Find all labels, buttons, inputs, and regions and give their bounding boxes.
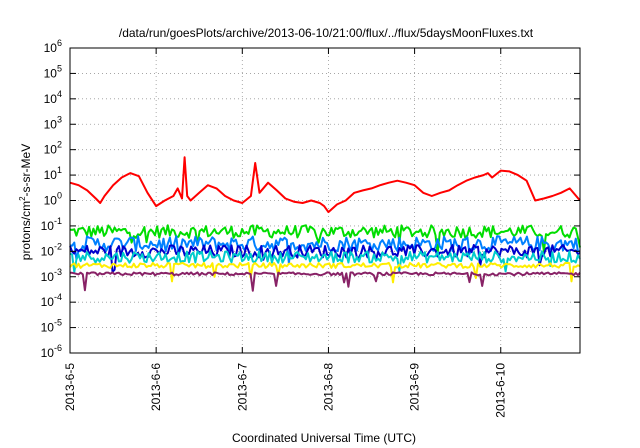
x-tick-label: 2013-6-8 xyxy=(321,363,335,411)
x-tick-label: 2013-6-6 xyxy=(149,363,163,411)
y-tick-label: 102 xyxy=(44,140,62,157)
y-axis-label-tail: -s-sr-MeV xyxy=(19,144,33,197)
x-tick-label: 2013-6-5 xyxy=(63,363,77,411)
series-group xyxy=(69,156,581,292)
y-tick-label: 10-1 xyxy=(41,216,62,233)
y-tick-label: 101 xyxy=(44,165,62,182)
y-tick-label: 10-2 xyxy=(41,241,62,258)
y-tick-label: 10-5 xyxy=(41,318,62,335)
y-tick-label: 105 xyxy=(44,63,62,80)
y-tick-label: 103 xyxy=(44,114,62,131)
grid xyxy=(70,48,580,353)
x-tick-label: 2013-6-10 xyxy=(494,363,508,418)
series-line-5 xyxy=(69,261,581,284)
y-axis-label-sup: 2 xyxy=(18,196,27,201)
y-tick-label: 10-4 xyxy=(41,292,62,309)
series-line-0 xyxy=(69,156,581,214)
x-tick-label: 2013-6-9 xyxy=(408,363,422,411)
series-line-6 xyxy=(70,271,581,292)
y-axis-label-main: protons/cm xyxy=(19,201,33,260)
x-axis-ticks: 2013-6-5 2013-6-6 2013-6-7 2013-6-8 2013-6-9… xyxy=(63,48,508,418)
x-axis-label: Coordinated Universal Time (UTC) xyxy=(232,431,416,445)
series-line-1 xyxy=(69,224,581,255)
chart-title: /data/run/goesPlots/archive/2013-06-10/2… xyxy=(119,26,534,40)
x-tick-label: 2013-6-7 xyxy=(235,363,249,411)
y-axis-label: protons/cm2-s-sr-MeV xyxy=(18,144,33,260)
y-tick-label: 106 xyxy=(44,38,62,55)
y-tick-label: 10-3 xyxy=(41,267,62,284)
series-line-4 xyxy=(69,250,581,274)
series-line-2 xyxy=(69,235,581,265)
series-line-3 xyxy=(69,244,581,273)
y-tick-label: 104 xyxy=(44,89,62,106)
y-tick-label: 100 xyxy=(44,191,62,208)
y-tick-label: 10-6 xyxy=(41,343,62,360)
y-axis-ticks: 10-6 10-5 10-4 10-3 10-2 10-1 100 101 102 103 104 1… xyxy=(41,38,580,360)
